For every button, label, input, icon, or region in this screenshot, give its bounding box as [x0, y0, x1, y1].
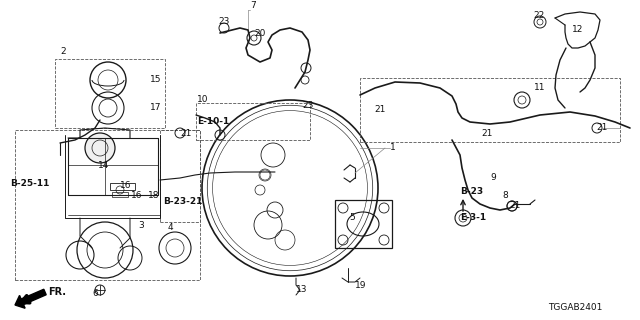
Text: 1: 1	[390, 143, 396, 153]
FancyArrow shape	[15, 289, 46, 308]
Text: 4: 4	[168, 223, 173, 233]
Text: 21: 21	[596, 124, 607, 132]
Text: 21: 21	[481, 129, 492, 138]
Text: 5: 5	[349, 213, 355, 222]
Text: 7: 7	[250, 2, 256, 11]
Text: 23: 23	[302, 101, 314, 110]
Text: E-10-1: E-10-1	[197, 117, 229, 126]
Text: FR.: FR.	[48, 287, 66, 297]
Text: 20: 20	[254, 28, 266, 37]
Bar	[196, 103, 310, 140]
Text: 14: 14	[98, 161, 109, 170]
Text: 19: 19	[355, 282, 367, 291]
Text: 23: 23	[218, 18, 229, 27]
Text: 12: 12	[572, 26, 584, 35]
Text: B-23-21: B-23-21	[163, 197, 202, 206]
Text: 16: 16	[131, 190, 143, 199]
Text: 13: 13	[296, 285, 307, 294]
Circle shape	[85, 133, 115, 163]
Bar	[55, 59, 165, 128]
Bar	[112, 192, 128, 197]
Text: E-3-1: E-3-1	[460, 213, 486, 222]
Bar	[335, 200, 392, 248]
Text: 9: 9	[490, 173, 496, 182]
Text: 16: 16	[120, 180, 131, 189]
Text: 11: 11	[534, 84, 545, 92]
Text: 17: 17	[150, 103, 161, 113]
Text: B-25-11: B-25-11	[10, 179, 49, 188]
Text: 21: 21	[509, 202, 520, 211]
Text: B-23: B-23	[460, 188, 483, 196]
Bar	[110, 183, 135, 190]
Text: 6: 6	[92, 289, 98, 298]
Text: TGGAB2401: TGGAB2401	[548, 303, 602, 313]
Text: 21: 21	[180, 129, 191, 138]
Text: 2: 2	[60, 47, 66, 57]
Text: 3: 3	[138, 221, 144, 230]
Bar	[360, 78, 620, 142]
Bar	[15, 130, 200, 280]
Text: 22: 22	[533, 12, 544, 20]
Text: 15: 15	[150, 76, 161, 84]
Text: 8: 8	[502, 191, 508, 201]
Text: 10: 10	[197, 95, 209, 105]
Text: 18: 18	[148, 191, 159, 201]
Bar	[160, 130, 200, 222]
Text: 21: 21	[374, 106, 385, 115]
